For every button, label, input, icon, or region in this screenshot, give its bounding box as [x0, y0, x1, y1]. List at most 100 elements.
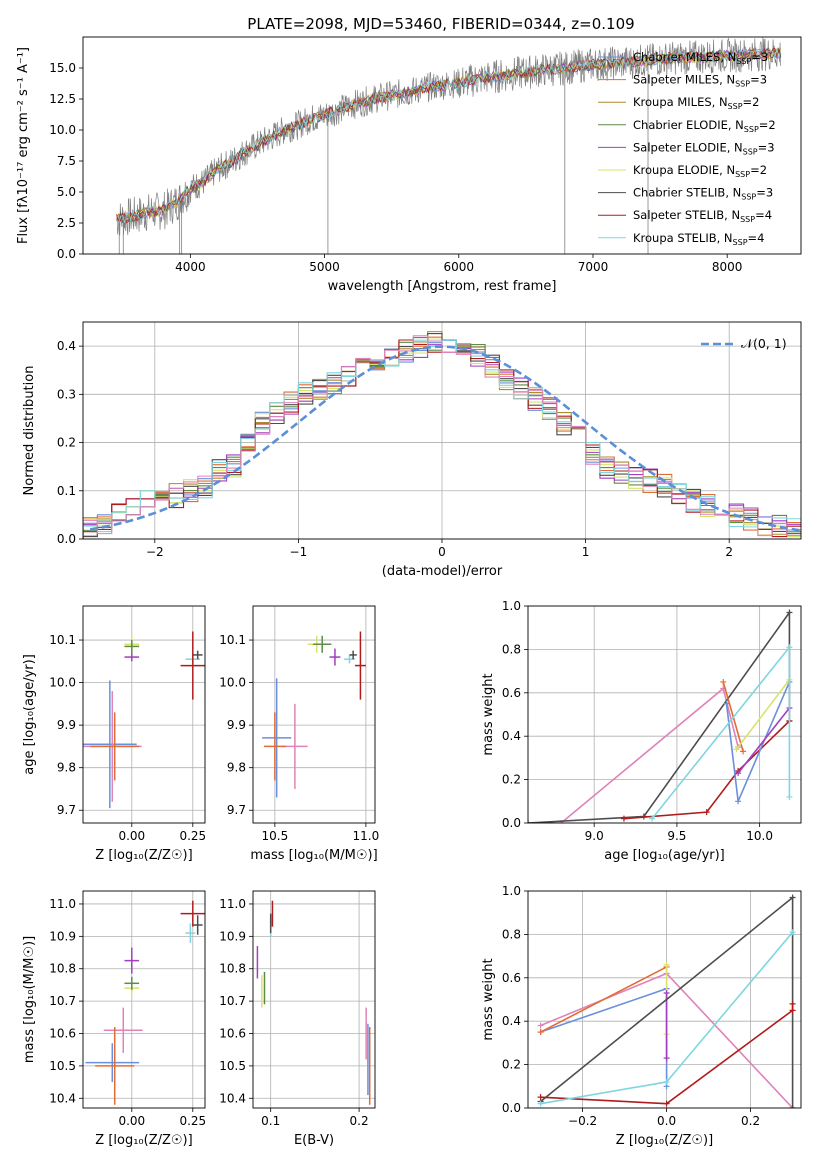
- legend-label: Chabrier MILES, NSSP=3: [633, 50, 768, 66]
- y-tick-label: 0.2: [502, 773, 521, 787]
- y-tick-label: 10.9: [49, 929, 76, 943]
- x-tick-label: 0.0: [657, 1114, 676, 1128]
- plus-marker: [703, 809, 710, 816]
- y-tick-label: 0.8: [502, 642, 521, 656]
- plus-marker: [663, 989, 670, 996]
- axes-frame: [82, 605, 206, 824]
- axes-frame: [527, 605, 802, 824]
- plus-marker: [789, 1105, 796, 1108]
- y-tick-label: 1.0: [502, 884, 521, 898]
- y-tick-label: 9.8: [57, 761, 76, 775]
- x-tick-label: 0.00: [118, 829, 145, 843]
- plot-area: [528, 606, 801, 823]
- histogram-step-line: [83, 333, 801, 539]
- x-tick-label: 0: [438, 545, 446, 559]
- y-tick-label: 9.9: [227, 718, 246, 732]
- x-tick-label: 0.00: [118, 1114, 145, 1128]
- plus-marker: [720, 678, 727, 685]
- y-tick-label: 1.0: [502, 599, 521, 613]
- legend-label: Chabrier ELODIE, NSSP=2: [633, 118, 776, 134]
- histogram-step-line: [83, 335, 801, 539]
- y-tick-label: 0.8: [502, 927, 521, 941]
- y-tick-label: 10.5: [219, 1059, 246, 1073]
- weight-vs-age-panel: 9.0 9.5 10.0 0.0 0.2 0.4 0.6 0.8 1.0 age [log₁₀(a…: [481, 599, 802, 863]
- y-tick-label: 10.7: [49, 994, 76, 1008]
- errorbar-point: [192, 650, 203, 660]
- y-tick-label: 0.2: [57, 436, 76, 450]
- y-tick-label: 10.9: [219, 929, 246, 943]
- plus-marker: [786, 793, 793, 800]
- x-tick-label: 11.0: [353, 829, 380, 843]
- y-tick-label: 0.2: [502, 1058, 521, 1072]
- plus-marker: [663, 1100, 670, 1107]
- plus-marker: [663, 961, 670, 968]
- y-tick-label: 5.0: [57, 185, 76, 199]
- axes-frame: [82, 36, 802, 255]
- x-tick-label: −0.2: [568, 1114, 597, 1128]
- errorbar-point: [354, 631, 366, 700]
- y-tick-label: 10.4: [219, 1091, 246, 1105]
- x-tick-label: 4000: [175, 260, 206, 274]
- plus-marker: [723, 700, 730, 707]
- mass-weight-line: [540, 966, 667, 1033]
- x-axis-label: Z [log₁₀(Z/Z☉)]: [95, 1133, 192, 1148]
- y-tick-label: 0.6: [502, 686, 521, 700]
- mass-weight-line: [735, 679, 791, 750]
- plus-marker: [786, 609, 793, 616]
- x-tick-label: 0.2: [350, 1114, 369, 1128]
- x-tick-label: 10.0: [746, 829, 773, 843]
- y-tick-label: 0.6: [502, 971, 521, 985]
- y-tick-label: 0.4: [502, 729, 521, 743]
- x-tick-label: 0.2: [741, 1114, 760, 1128]
- x-axis-label: age [log₁₀(age/yr)]: [604, 848, 725, 863]
- errorbar-point: [85, 1043, 140, 1083]
- errorbar-point: [262, 678, 292, 798]
- axes-frame: [252, 605, 376, 824]
- normal-reference-curve: [89, 345, 801, 532]
- y-tick-label: 0.0: [57, 247, 76, 261]
- x-tick-label: 0.25: [179, 829, 206, 843]
- y-axis-label: age [log₁₀(age/yr)]: [22, 654, 37, 775]
- legend-label: Kroupa STELIB, NSSP=4: [633, 231, 764, 247]
- errorbar-point: [95, 1027, 135, 1105]
- residual-histogram-panel: −2 −1 0 1 2 0.0 0.1 0.2 0.3 0.4 (data-model)/error…: [22, 321, 802, 579]
- plot-area: [253, 606, 375, 823]
- plus-marker: [649, 815, 656, 822]
- axes-frame: [252, 890, 376, 1109]
- plus-marker: [537, 1100, 544, 1107]
- errorbar-point: [103, 1007, 143, 1053]
- mass-weight-line: [528, 610, 791, 823]
- legend-label: Salpeter STELIB, NSSP=4: [633, 208, 772, 224]
- errorbar-point: [263, 712, 286, 781]
- axes-frame: [527, 890, 802, 1109]
- mass-vs-metallicity-panel: 0.00 0.25 10.4 10.5 10.6 10.7 10.8 10.9 11.0 Z [l…: [22, 890, 206, 1148]
- y-tick-label: 15.0: [49, 61, 76, 75]
- mass-weight-line: [540, 1003, 794, 1105]
- y-tick-label: 11.0: [49, 897, 76, 911]
- legend-label: Salpeter ELODIE, NSSP=3: [633, 140, 775, 156]
- errorbar-point: [329, 648, 341, 666]
- legend-label: 𝒩(0, 1): [741, 336, 787, 351]
- x-tick-label: 5000: [309, 260, 340, 274]
- y-tick-label: 10.6: [219, 1027, 246, 1041]
- y-tick-label: 10.6: [49, 1027, 76, 1041]
- mass-vs-ebv-panel: 0.1 0.2 10.4 10.5 10.6 10.7 10.8 10.9 11.0 E(B-V): [219, 890, 376, 1148]
- x-tick-label: 0.25: [179, 1114, 206, 1128]
- y-tick-label: 0.0: [502, 816, 521, 830]
- y-tick-label: 9.8: [227, 761, 246, 775]
- plot-area: [83, 606, 205, 823]
- y-tick-label: 10.5: [49, 1059, 76, 1073]
- x-axis-label: E(B-V): [294, 1133, 334, 1148]
- y-tick-label: 10.7: [219, 994, 246, 1008]
- y-tick-label: 10.1: [219, 633, 246, 647]
- weight-vs-metallicity-panel: −0.2 0.0 0.2 0.0 0.2 0.4 0.6 0.8 1.0 Z [log₁₀(Z/Z…: [481, 884, 802, 1148]
- plus-marker: [786, 644, 793, 651]
- errorbar-point: [180, 631, 205, 700]
- errorbar-point: [83, 680, 137, 809]
- plus-marker: [663, 1078, 670, 1085]
- errorbar-point: [124, 640, 140, 653]
- plus-marker: [537, 1022, 544, 1029]
- spectrum-panel: 4000 5000 6000 7000 8000 0.0 2.5 5.0 7.5 10.0 12.5…: [16, 36, 802, 294]
- errorbar-point: [124, 947, 140, 974]
